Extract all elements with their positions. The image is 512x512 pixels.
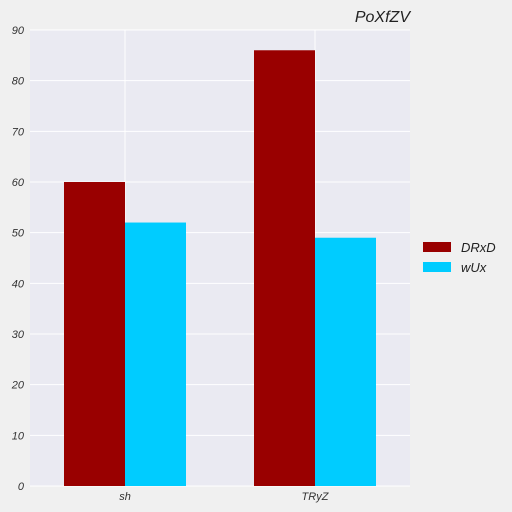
legend-label: wUx <box>461 260 487 275</box>
legend-swatch <box>423 262 451 272</box>
y-tick-label: 80 <box>12 76 25 88</box>
y-tick-label: 70 <box>12 126 25 138</box>
x-tick-label: sh <box>119 491 131 503</box>
legend-swatch <box>423 242 451 252</box>
legend: DRxD wUx <box>423 240 496 275</box>
x-axis-ticks: sh TRyZ <box>119 491 330 503</box>
y-tick-label: 60 <box>12 177 25 189</box>
legend-label: DRxD <box>461 240 496 255</box>
bars <box>64 50 376 487</box>
bar-wUx-sh <box>125 222 186 487</box>
y-axis-ticks: 0 10 20 30 40 50 60 70 80 90 <box>11 25 25 493</box>
bar-wUx-TRyZ <box>315 237 376 486</box>
bar-DRxD-TRyZ <box>254 50 315 487</box>
y-tick-label: 50 <box>12 228 25 240</box>
y-tick-label: 40 <box>12 278 25 290</box>
chart-title: PoXfZV <box>355 9 411 26</box>
y-tick-label: 10 <box>12 430 25 442</box>
y-tick-label: 90 <box>12 25 25 37</box>
bar-DRxD-sh <box>64 182 125 486</box>
x-tick-label: TRyZ <box>302 491 330 503</box>
y-tick-label: 20 <box>11 380 25 392</box>
y-tick-label: 30 <box>12 329 25 341</box>
y-tick-label: 0 <box>18 481 25 493</box>
